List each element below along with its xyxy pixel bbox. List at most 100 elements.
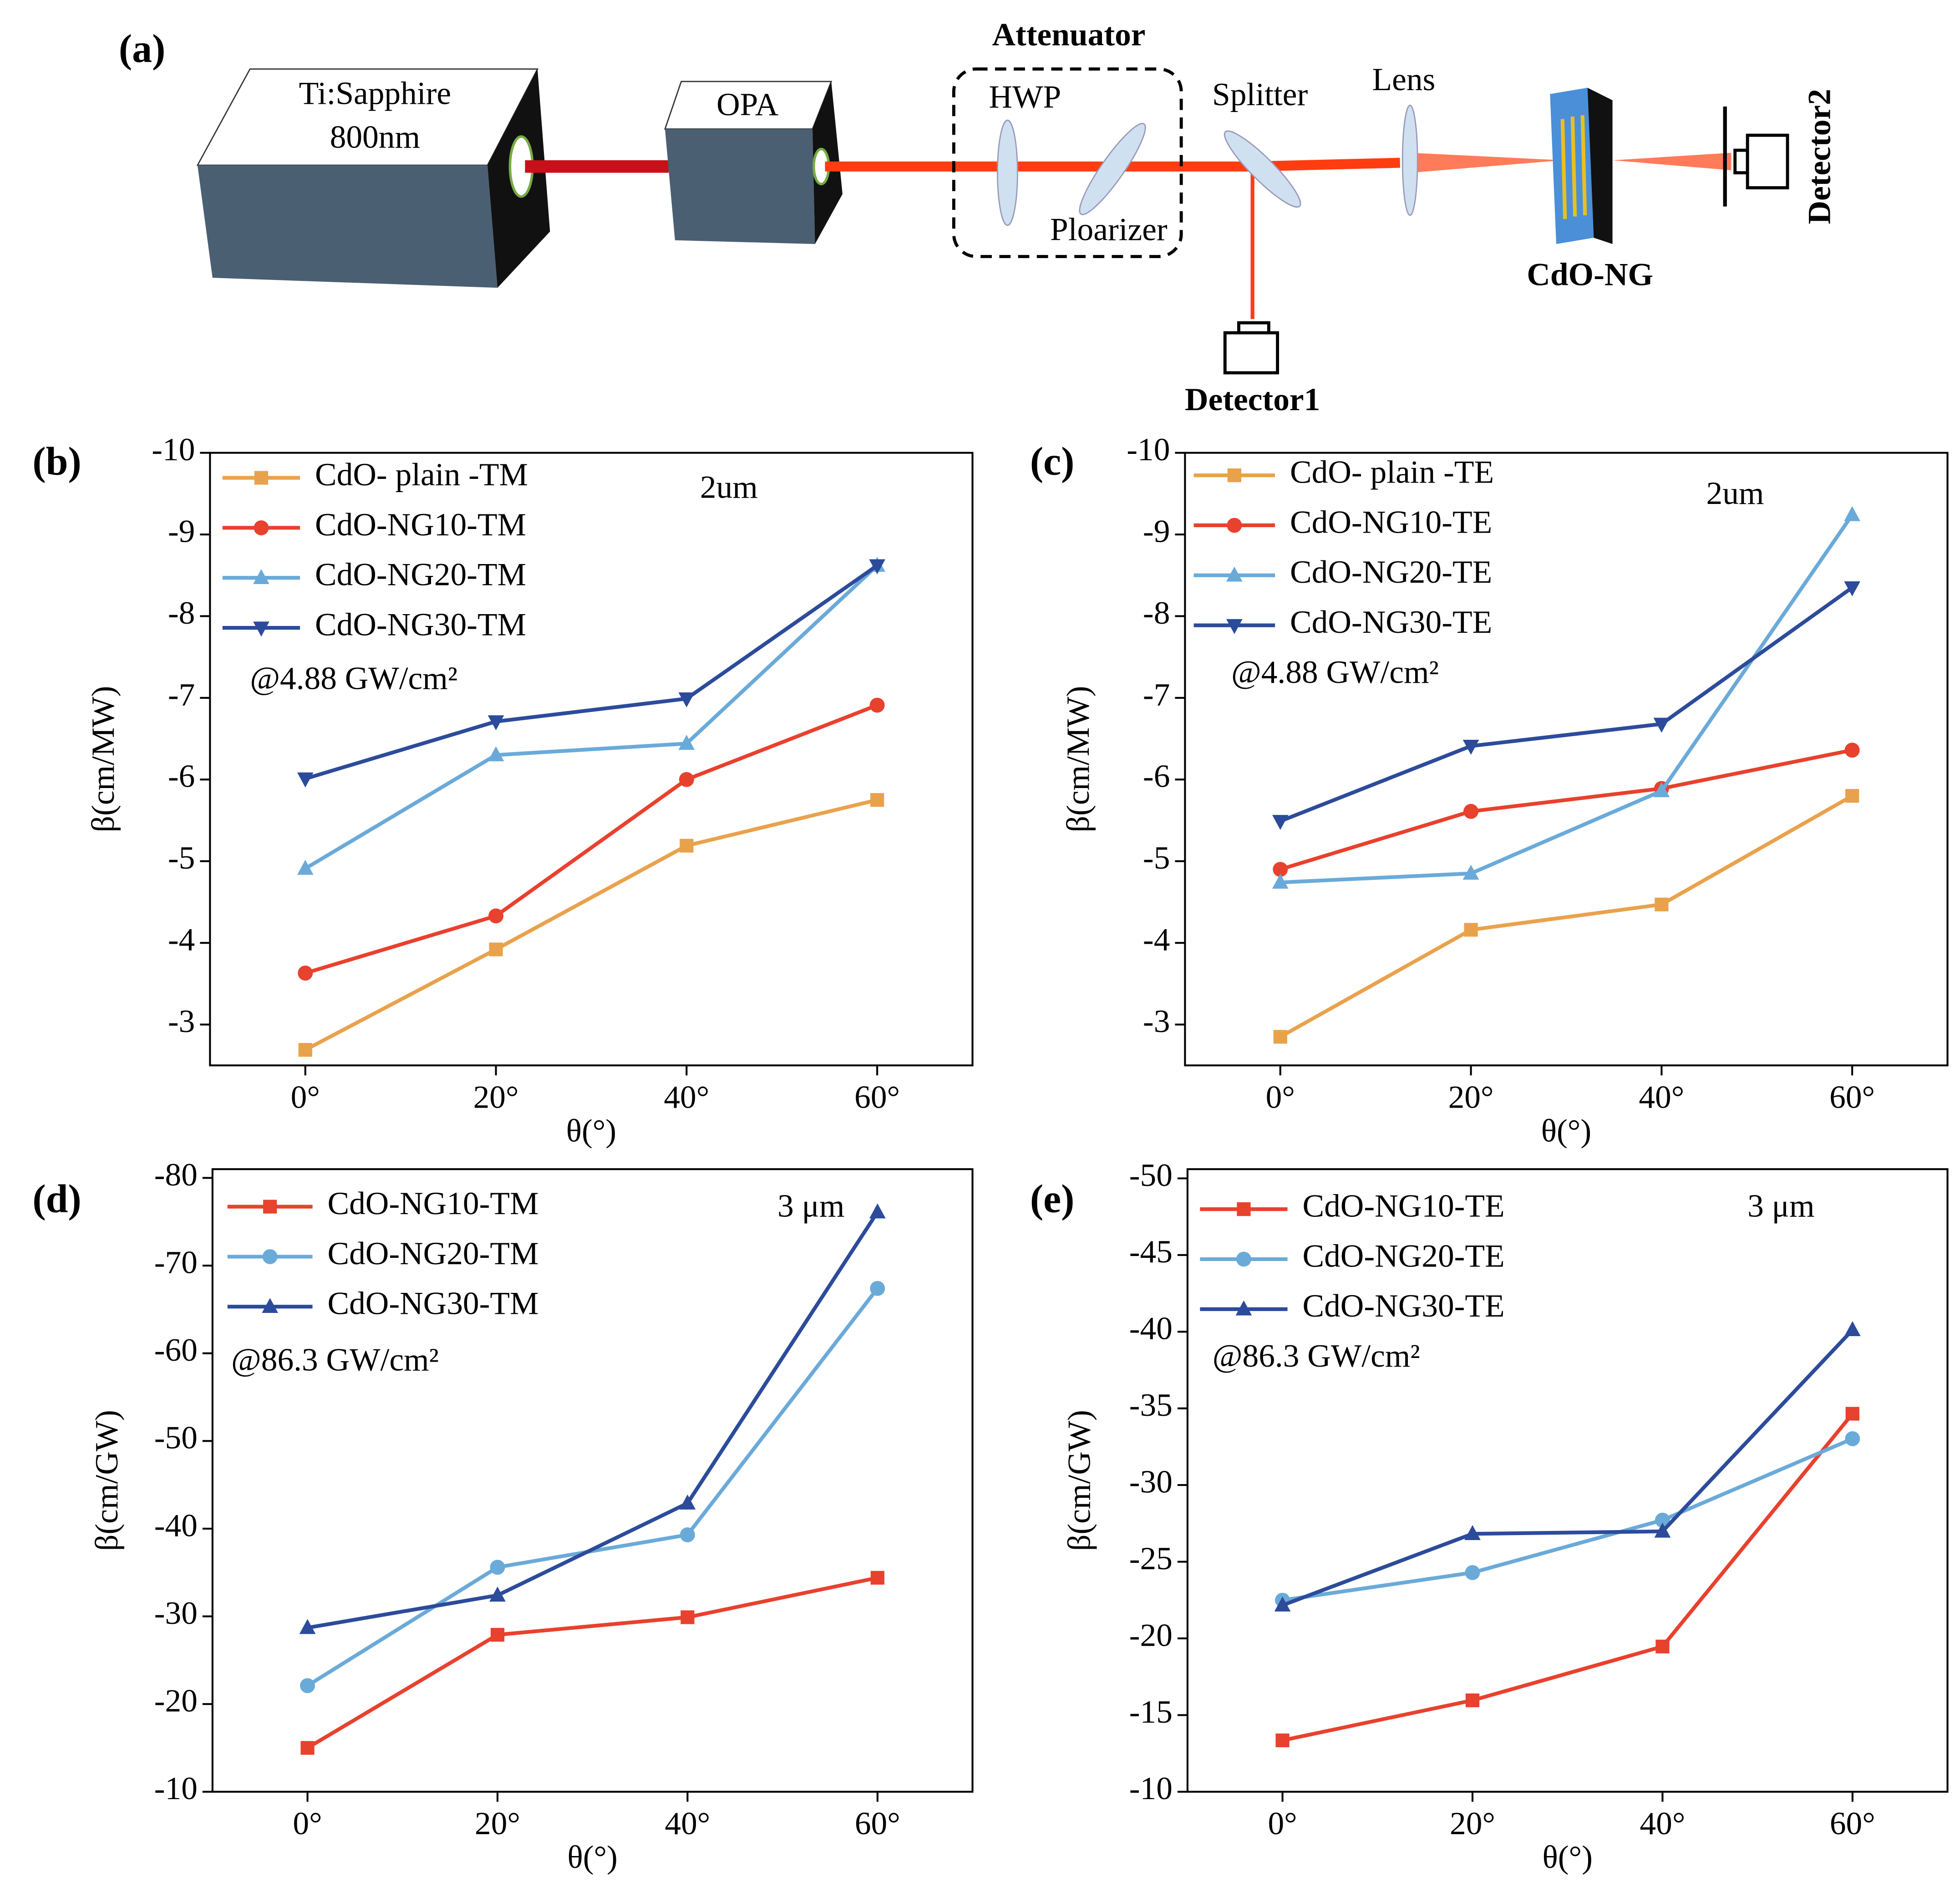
detector: [1733, 148, 1749, 174]
marker: [489, 942, 503, 956]
marker: [869, 1203, 886, 1219]
marker: [1653, 717, 1670, 733]
annotation: @86.3 GW/cm²: [231, 1342, 439, 1378]
marker: [299, 1619, 316, 1634]
legend-label: CdO-NG10-TM: [315, 507, 526, 543]
y-tick-label: -7: [168, 676, 195, 712]
series-line: [305, 703, 878, 975]
panel-label: (b): [32, 439, 81, 483]
beam-focus: [1410, 153, 1563, 173]
marker: [679, 1494, 696, 1510]
splitter: [1224, 130, 1301, 208]
marker: [680, 1527, 695, 1542]
lens-label: Lens: [1372, 61, 1436, 97]
y-tick-label: -5: [1143, 840, 1170, 876]
box-front: [665, 129, 815, 244]
y-tick-label: -70: [154, 1244, 198, 1280]
y-tick-label: -3: [1143, 1003, 1170, 1039]
marker: [1273, 1030, 1287, 1044]
series-line: [1282, 1328, 1854, 1607]
grating: [1560, 119, 1567, 219]
x-tick-label: 20°: [1448, 1079, 1494, 1115]
marker: [679, 772, 694, 787]
annotation: @86.3 GW/cm²: [1213, 1338, 1420, 1374]
hwp: [997, 119, 1018, 226]
marker: [1275, 1733, 1290, 1748]
y-tick-label: -8: [1143, 595, 1170, 631]
marker: [1653, 782, 1670, 798]
marker: [1272, 815, 1289, 830]
marker: [297, 859, 314, 875]
panel-label: (c): [1030, 439, 1075, 483]
y-axis-label: β(cm/MW): [85, 686, 121, 833]
beam-focus: [1612, 153, 1732, 171]
y-tick-label: -30: [1129, 1464, 1173, 1500]
annotation: 2um: [1706, 475, 1764, 511]
marker: [298, 1043, 312, 1057]
marker: [1274, 1596, 1291, 1612]
marker: [1465, 1565, 1480, 1580]
series-line: [304, 564, 878, 870]
panel-label: (e): [1030, 1177, 1075, 1221]
legend-label: CdO-NG30-TM: [315, 607, 526, 643]
marker: [678, 735, 695, 750]
sample-label: CdO-NG: [1527, 257, 1653, 293]
setup-diagram: (a) Ti:Sapphire 800nm OPA Attenuator HWP…: [119, 16, 1837, 417]
marker: [1844, 742, 1860, 758]
annotation: 2um: [700, 469, 758, 505]
series-line: [1282, 1437, 1853, 1602]
y-tick-label: -5: [168, 840, 195, 876]
y-tick-label: -9: [168, 513, 195, 549]
marker: [1845, 1431, 1860, 1446]
marker: [680, 839, 694, 853]
marker: [1655, 1639, 1670, 1653]
marker: [1237, 1202, 1251, 1216]
marker: [1235, 1300, 1252, 1316]
x-tick-label: 0°: [293, 1805, 322, 1841]
marker: [253, 569, 269, 584]
y-tick-label: -10: [1129, 1770, 1173, 1806]
marker: [1462, 865, 1479, 880]
legend-label: CdO- plain -TE: [1290, 454, 1494, 490]
y-tick-label: -10: [152, 432, 195, 468]
marker: [1226, 566, 1243, 582]
marker: [870, 1281, 885, 1296]
panel-label: (a): [119, 27, 165, 71]
marker: [1273, 862, 1288, 877]
y-tick-label: -15: [1129, 1694, 1173, 1730]
chart-panel: (d) -80 -70 -60 -50 -40 -30 -20 -10 0° 20° 40° 60° θ(…: [32, 1157, 974, 1875]
lens: [1401, 104, 1418, 216]
legend-label: CdO-NG10-TE: [1290, 504, 1492, 540]
series-line: [1280, 748, 1853, 871]
polarizer: [1079, 122, 1146, 215]
laser-label: 800nm: [330, 119, 420, 155]
marker: [1463, 804, 1479, 819]
legend-label: CdO-NG10-TM: [327, 1185, 538, 1221]
x-tick-label: 60°: [1829, 1079, 1875, 1115]
legend-label: CdO-NG20-TE: [1290, 554, 1492, 590]
splitter-label: Splitter: [1212, 76, 1308, 112]
y-tick-label: -20: [154, 1683, 198, 1719]
marker: [869, 559, 885, 575]
marker: [678, 692, 695, 707]
marker: [1844, 1321, 1861, 1336]
attenuator-label: Attenuator: [992, 16, 1145, 52]
y-tick-label: -20: [1129, 1617, 1173, 1653]
attenuator-box: [952, 67, 1183, 258]
plot-frame: [211, 1168, 974, 1793]
y-tick-label: -60: [154, 1332, 198, 1368]
marker: [1654, 1522, 1671, 1538]
plot-frame: [1186, 1168, 1949, 1793]
marker: [253, 621, 269, 637]
legend-label: CdO-NG10-TE: [1303, 1188, 1505, 1224]
marker: [680, 1610, 695, 1624]
marker: [1845, 789, 1859, 803]
x-tick-label: 60°: [1830, 1805, 1875, 1841]
x-axis-label: θ(°): [1541, 1113, 1591, 1149]
marker: [489, 1587, 506, 1602]
marker: [1462, 740, 1479, 755]
x-tick-label: 60°: [855, 1805, 900, 1841]
annotation: @4.88 GW/cm²: [1231, 654, 1439, 690]
y-tick-label: -50: [154, 1420, 198, 1456]
y-tick-label: -3: [168, 1003, 195, 1039]
